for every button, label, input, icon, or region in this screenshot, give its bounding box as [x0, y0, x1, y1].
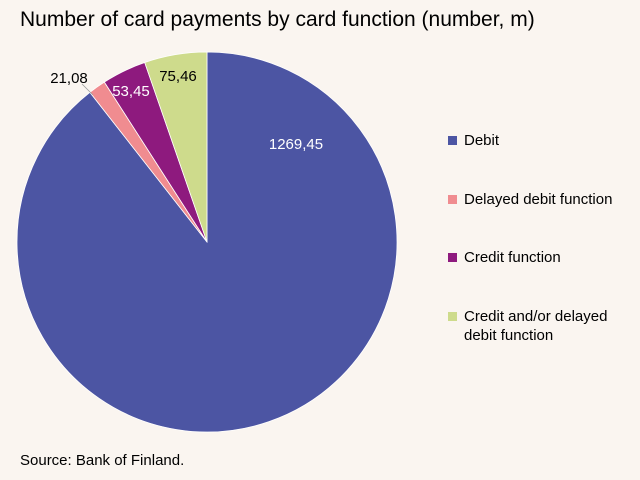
data-label-delayed-debit-function: 21,08	[50, 70, 88, 87]
data-label-debit: 1269,45	[269, 136, 323, 153]
pie-slice-credit-and-or-delayed-debit-function	[144, 51, 208, 243]
legend-label: Credit and/or delayed debit function	[464, 308, 608, 344]
legend-swatch	[448, 253, 457, 262]
legend-swatch	[448, 195, 457, 204]
legend-label: Debit	[464, 132, 500, 149]
data-label-credit-function: 53,45	[112, 83, 150, 100]
label-leader-line	[81, 83, 94, 96]
chart-title: Number of card payments by card function…	[20, 8, 535, 31]
legend-label: Delayed debit function	[464, 191, 613, 208]
source-note: Source: Bank of Finland.	[20, 452, 185, 469]
legend-swatch	[448, 312, 457, 321]
data-label-credit-and-or-delayed-debit-function: 75,46	[159, 68, 197, 85]
legend-swatch	[448, 136, 457, 145]
legend-label: Credit function	[464, 249, 561, 266]
